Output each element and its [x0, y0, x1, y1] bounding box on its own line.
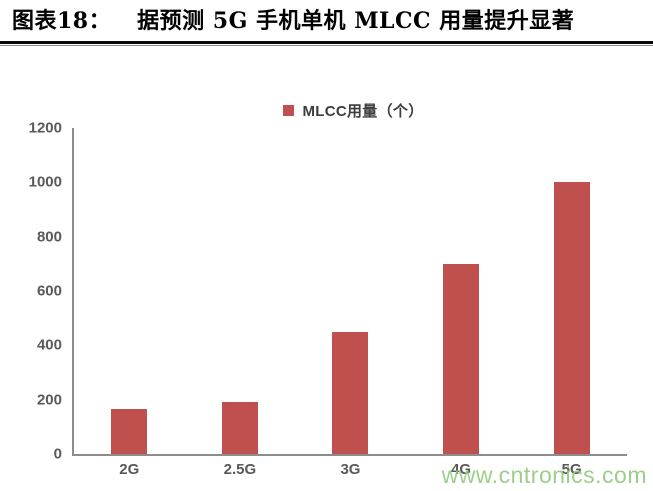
y-tick-200: 200: [36, 391, 62, 409]
bar-chart: MLCC用量（个） 0 200 400 600 800 1000 1200 2G 2.5G 3G…: [0, 101, 653, 478]
y-tick-800: 800: [36, 228, 62, 246]
bar-3G: [332, 331, 369, 454]
bar-slot-2G: [74, 128, 185, 454]
figure-number: 图表18：: [12, 8, 112, 34]
x-label-2G: 2G: [119, 461, 140, 478]
bar-4G: [443, 263, 480, 454]
caption-rule-thin: [0, 45, 653, 46]
figure-caption: 图表18： 据预测 5G 手机单机 MLCC 用量提升显著: [0, 0, 653, 37]
bar-2.5G: [221, 402, 258, 454]
x-label-5G: 5G: [561, 461, 582, 478]
figure-title: 据预测 5G 手机单机 MLCC 用量提升显著: [137, 8, 575, 34]
chart-legend: MLCC用量（个）: [80, 101, 627, 120]
caption-rule-thick: [0, 41, 653, 44]
x-label-2.5G: 2.5G: [223, 461, 257, 478]
plot-row: 0 200 400 600 800 1000 1200 2G 2.5G 3G 4G 5G: [0, 120, 653, 478]
bar-slot-4G: [406, 128, 517, 454]
bar-slot-3G: [295, 128, 406, 454]
y-tick-1200: 1200: [28, 119, 62, 137]
y-tick-400: 400: [36, 336, 62, 354]
y-tick-0: 0: [53, 445, 62, 463]
x-label-4G: 4G: [451, 461, 472, 478]
plot-area: [72, 128, 627, 456]
y-tick-600: 600: [36, 282, 62, 300]
y-axis-labels: 0 200 400 600 800 1000 1200: [0, 120, 72, 463]
plot-wrap: 2G 2.5G 3G 4G 5G: [72, 128, 627, 478]
x-axis-labels: 2G 2.5G 3G 4G 5G: [74, 461, 627, 478]
bar-2G: [111, 409, 148, 454]
y-tick-1000: 1000: [28, 173, 62, 191]
legend-label: MLCC用量（个）: [302, 103, 424, 120]
bar-slot-5G: [516, 128, 627, 454]
bar-slot-2.5G: [185, 128, 296, 454]
bar-5G: [553, 182, 590, 454]
x-label-3G: 3G: [340, 461, 361, 478]
legend-marker-square: [283, 105, 295, 116]
